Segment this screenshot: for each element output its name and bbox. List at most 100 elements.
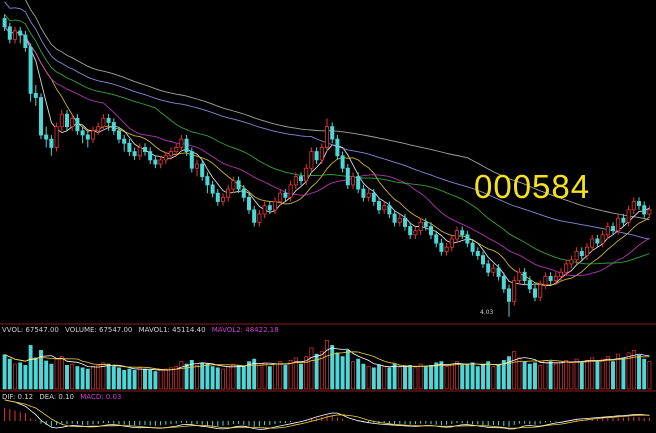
- volume-bar-44: [231, 363, 236, 390]
- volume-bar-62: [325, 340, 329, 390]
- candle-body-66: [345, 167, 350, 186]
- candle-body-51: [267, 205, 272, 211]
- candle-body-80: [418, 221, 423, 232]
- candle-body-58: [304, 167, 309, 182]
- volume-bar-86: [449, 363, 454, 390]
- candle-body-109: [569, 259, 574, 265]
- vvol-label: VVOL: 67547.00: [2, 326, 59, 334]
- volume-bar-110: [574, 358, 579, 390]
- candle-body-67: [350, 176, 356, 186]
- candle-body-115: [600, 234, 605, 244]
- candle-body-29: [153, 159, 158, 165]
- volume-bar-105: [548, 361, 553, 390]
- volume-bar-63: [330, 345, 335, 390]
- candle-body-70: [366, 192, 371, 198]
- volume-bar-55: [288, 360, 293, 390]
- candle-body-46: [241, 188, 246, 198]
- volume-bar-87: [455, 361, 459, 390]
- volume-bar-103: [538, 364, 543, 390]
- candle-body-17: [90, 130, 96, 140]
- candle-body-116: [605, 226, 610, 236]
- volume-bar-11: [59, 356, 64, 390]
- volume-bar-33: [174, 366, 179, 390]
- volume-bar-38: [200, 362, 205, 390]
- volume-bar-61: [319, 351, 324, 390]
- ma-line-20: [4, 26, 650, 277]
- candle-body-71: [371, 192, 376, 202]
- candle-body-38: [200, 163, 205, 177]
- candle-body-69: [361, 188, 366, 198]
- volume-bar-8: [44, 360, 49, 390]
- volume-bar-69: [361, 363, 366, 390]
- volume-bar-116: [605, 356, 610, 390]
- volume-moving-averages: [4, 347, 650, 371]
- candle-body-102: [532, 288, 538, 298]
- volume-bar-109: [569, 361, 574, 390]
- candle-body-27: [142, 147, 148, 153]
- volume-bar-106: [553, 363, 558, 390]
- candles: [2, 14, 652, 317]
- candle-body-48: [252, 209, 257, 223]
- volume-bar-22: [117, 367, 121, 390]
- candle-body-36: [189, 151, 194, 169]
- candle-body-31: [163, 155, 168, 161]
- candle-body-50: [262, 205, 267, 215]
- volume-bar-49: [257, 364, 262, 390]
- volume-bar-43: [226, 366, 231, 390]
- candle-body-95: [496, 267, 501, 277]
- candle-body-26: [137, 147, 142, 157]
- volume-bar-68: [356, 358, 361, 390]
- volume-bar-58: [304, 356, 309, 390]
- candle-body-74: [387, 205, 392, 215]
- volume-bar-73: [382, 366, 387, 390]
- candle-body-19: [101, 117, 106, 128]
- volume-bar-14: [75, 366, 80, 390]
- macd-line-7: [4, 399, 650, 429]
- volume-bar-52: [273, 363, 277, 390]
- volume-bar-0: [2, 354, 7, 390]
- volume-bars: [2, 340, 652, 390]
- volume-bar-56: [293, 357, 298, 390]
- volume-bar-64: [335, 352, 340, 390]
- candle-body-96: [501, 275, 506, 290]
- macd-legend: DIF: 0.12 DEA: 0.10 MACD: 0.03: [2, 393, 125, 401]
- candle-body-53: [278, 192, 283, 202]
- candle-body-6: [33, 92, 38, 98]
- candle-body-47: [246, 196, 252, 211]
- volume-bar-89: [465, 363, 470, 390]
- candle-body-111: [579, 251, 584, 257]
- candle-body-0: [2, 18, 7, 28]
- candle-body-84: [439, 242, 444, 252]
- candle-body-118: [616, 217, 621, 232]
- candle-body-72: [376, 201, 382, 211]
- volume-bar-36: [189, 360, 194, 390]
- candle-body-87: [454, 230, 460, 240]
- volume-bar-81: [423, 366, 428, 390]
- candle-body-7: [38, 97, 44, 136]
- volume-bar-10: [54, 358, 59, 390]
- volume-bar-96: [501, 360, 506, 390]
- volume-bar-41: [215, 367, 220, 390]
- volume-bar-25: [132, 369, 137, 390]
- candle-body-114: [595, 238, 600, 244]
- dea-label: DEA: 0.10: [39, 393, 74, 401]
- candle-body-57: [298, 176, 304, 182]
- volume-bar-102: [533, 362, 537, 390]
- candle-body-24: [127, 142, 132, 152]
- volume-bar-117: [611, 361, 615, 390]
- candle-body-52: [272, 201, 278, 211]
- volume-bar-13: [70, 363, 75, 390]
- volume-bar-39: [205, 363, 210, 390]
- volume-bar-76: [397, 367, 402, 390]
- volume-bar-90: [470, 362, 475, 390]
- volume-bar-15: [80, 367, 85, 390]
- candle-body-21: [111, 122, 116, 132]
- macd-line-3: [4, 399, 650, 430]
- candle-body-108: [564, 263, 569, 273]
- volume-bar-12: [65, 364, 69, 390]
- volume-bar-60: [314, 353, 319, 390]
- dif-label: DIF: 0.12: [2, 393, 34, 401]
- volume-bar-46: [241, 366, 246, 390]
